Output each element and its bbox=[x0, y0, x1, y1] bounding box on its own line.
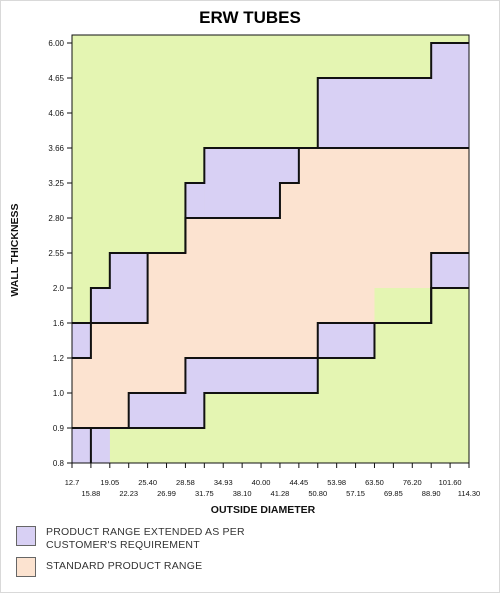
extended-range-overlay-4 bbox=[204, 148, 280, 218]
x-tick-label-7: 31.75 bbox=[195, 489, 214, 498]
x-tick-label-1: 15.88 bbox=[82, 489, 101, 498]
extended-range-overlay-3 bbox=[185, 183, 205, 218]
standard-range-area bbox=[72, 148, 469, 428]
x-tick-label-2: 19.05 bbox=[100, 478, 119, 487]
x-tick-label-4: 25.40 bbox=[138, 478, 157, 487]
chart-title: ERW TUBES bbox=[199, 8, 301, 27]
x-tick-label-12: 44.45 bbox=[289, 478, 308, 487]
x-tick-label-11: 41.28 bbox=[271, 489, 290, 498]
extended-range-overlay-12 bbox=[431, 253, 469, 288]
legend-label-standard: STANDARD PRODUCT RANGE bbox=[46, 560, 203, 572]
legend-item-extended: PRODUCT RANGE EXTENDED AS PER CUSTOMER'S… bbox=[16, 526, 306, 552]
y-tick-label-5: 2.0 bbox=[53, 284, 65, 293]
extended-range-overlay-9 bbox=[128, 393, 205, 428]
x-tick-label-21: 114.30 bbox=[458, 489, 480, 498]
x-tick-label-14: 53.98 bbox=[327, 478, 346, 487]
extended-range-overlay-11 bbox=[317, 323, 375, 358]
x-tick-label-20: 101.60 bbox=[439, 478, 462, 487]
x-tick-label-8: 34.93 bbox=[214, 478, 233, 487]
legend-label-extended: PRODUCT RANGE EXTENDED AS PER CUSTOMER'S… bbox=[46, 526, 245, 551]
y-tick-label-4: 1.6 bbox=[53, 319, 65, 328]
x-tick-label-0: 12.7 bbox=[65, 478, 80, 487]
plot-frame bbox=[71, 34, 470, 464]
outer-upper-boundary bbox=[72, 42, 469, 324]
y-tick-label-1: 0.9 bbox=[53, 424, 65, 433]
x-tick-label-15: 57.15 bbox=[346, 489, 365, 498]
x-tick-label-17: 69.85 bbox=[384, 489, 403, 498]
extended-range-overlay-10 bbox=[185, 358, 318, 393]
y-tick-label-9: 3.66 bbox=[48, 144, 64, 153]
y-tick-label-12: 6.00 bbox=[48, 39, 64, 48]
x-tick-label-16: 63.50 bbox=[365, 478, 384, 487]
legend-item-standard: STANDARD PRODUCT RANGE bbox=[16, 557, 306, 577]
y-tick-label-7: 2.80 bbox=[48, 214, 64, 223]
x-tick-label-9: 38.10 bbox=[233, 489, 252, 498]
x-tick-label-18: 76.20 bbox=[403, 478, 422, 487]
extended-range-overlay-5 bbox=[279, 148, 299, 183]
legend-swatch-extended bbox=[16, 526, 36, 546]
extended-range-overlay-7 bbox=[431, 43, 469, 148]
x-tick-label-13: 50.80 bbox=[308, 489, 327, 498]
x-tick-label-6: 28.58 bbox=[176, 478, 195, 487]
extended-range-overlay-1 bbox=[90, 288, 110, 323]
x-axis-label: OUTSIDE DIAMETER bbox=[211, 504, 316, 516]
y-tick-label-11: 4.65 bbox=[48, 74, 64, 83]
x-tick-label-19: 88.90 bbox=[422, 489, 441, 498]
axis-layer: 0.8 0.9 1.0 1.2 1.6 2.0 2.55 2.80 3.25 3.66 4.06 4.… bbox=[48, 34, 480, 498]
extended-range-overlay-0 bbox=[72, 323, 91, 358]
y-axis-label: WALL THICKNESS bbox=[9, 203, 21, 296]
outer-lower-boundary bbox=[89, 287, 469, 463]
standard-upper-boundary bbox=[72, 147, 469, 359]
y-tick-label-0: 0.8 bbox=[53, 459, 65, 468]
y-tick-label-3: 1.2 bbox=[53, 354, 65, 363]
extended-range-overlay-2 bbox=[109, 253, 148, 323]
extended-range-overlay-6 bbox=[317, 78, 432, 148]
y-tick-label-2: 1.0 bbox=[53, 389, 65, 398]
legend-swatch-standard bbox=[16, 557, 36, 577]
y-tick-label-6: 2.55 bbox=[48, 249, 64, 258]
y-tick-label-8: 3.25 bbox=[48, 179, 64, 188]
regions-layer bbox=[72, 35, 469, 463]
x-tick-label-3: 22.23 bbox=[119, 489, 138, 498]
x-tick-label-5: 26.99 bbox=[157, 489, 176, 498]
x-tick-label-10: 40.00 bbox=[252, 478, 271, 487]
y-tick-label-10: 4.06 bbox=[48, 109, 64, 118]
